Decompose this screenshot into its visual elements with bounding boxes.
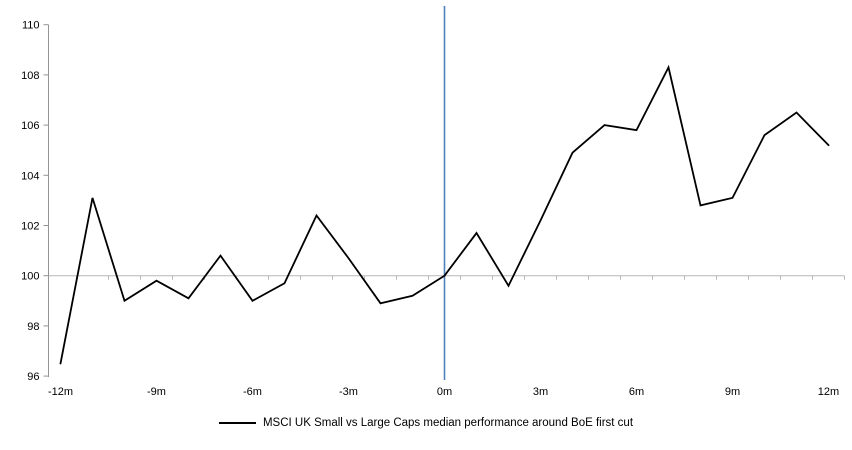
data-line: [59, 64, 830, 365]
x-tick-label: 9m: [725, 386, 740, 398]
y-tick-label: 98: [27, 321, 39, 333]
x-tick-label: 12m: [818, 386, 839, 398]
legend-label: MSCI UK Small vs Large Caps median perfo…: [262, 417, 634, 429]
x-tick-label: -6m: [243, 386, 262, 398]
legend-line-sample: [218, 422, 256, 424]
y-tick-label: 96: [27, 371, 39, 383]
x-tick-label: -9m: [147, 386, 166, 398]
x-tick-label: -12m: [48, 386, 73, 398]
y-tick-label: 102: [21, 221, 39, 233]
x-tick-label: 6m: [629, 386, 644, 398]
y-tick-label: 106: [21, 120, 39, 132]
legend: MSCI UK Small vs Large Caps median perfo…: [0, 417, 852, 429]
y-tick-label: 104: [21, 170, 39, 182]
x-tick-label: -3m: [339, 386, 358, 398]
y-tick-label: 110: [22, 20, 40, 32]
y-tick-label: 108: [21, 70, 39, 82]
x-tick-label: 3m: [533, 386, 548, 398]
y-tick-label: 100: [21, 271, 39, 283]
x-tick-label: 0m: [437, 386, 452, 398]
